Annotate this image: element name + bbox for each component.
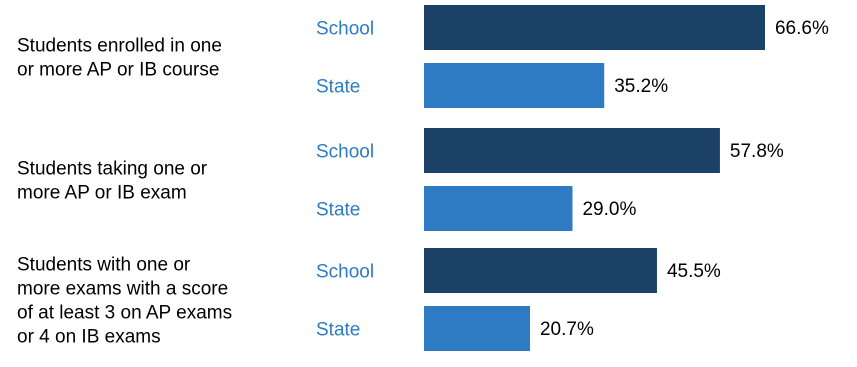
category-label: Students with one or xyxy=(17,255,191,276)
bar-state xyxy=(424,63,605,108)
series-label-school: School xyxy=(316,262,374,283)
category-label: Students taking one or xyxy=(17,159,208,180)
value-label: 35.2% xyxy=(614,76,668,97)
series-label-state: State xyxy=(316,77,360,98)
value-label: 66.6% xyxy=(775,18,829,39)
series-label-state: State xyxy=(316,200,360,221)
bar-school xyxy=(424,128,720,173)
bar-state xyxy=(424,306,530,351)
category-label: more exams with a score xyxy=(17,279,228,300)
bar-school xyxy=(424,248,657,293)
series-label-school: School xyxy=(316,142,374,163)
value-label: 57.8% xyxy=(730,141,784,162)
category-label: more AP or IB exam xyxy=(17,183,187,204)
category-label: or more AP or IB course xyxy=(17,60,219,81)
series-label-state: State xyxy=(316,320,360,341)
value-label: 45.5% xyxy=(667,261,721,282)
bar-state xyxy=(424,186,573,231)
category-label: or 4 on IB exams xyxy=(17,327,161,348)
value-label: 20.7% xyxy=(540,319,594,340)
bar-school xyxy=(424,5,765,50)
category-label: of at least 3 on AP exams xyxy=(17,303,232,324)
value-label: 29.0% xyxy=(582,199,636,220)
series-label-school: School xyxy=(316,19,374,40)
category-label: Students enrolled in one xyxy=(17,36,222,57)
